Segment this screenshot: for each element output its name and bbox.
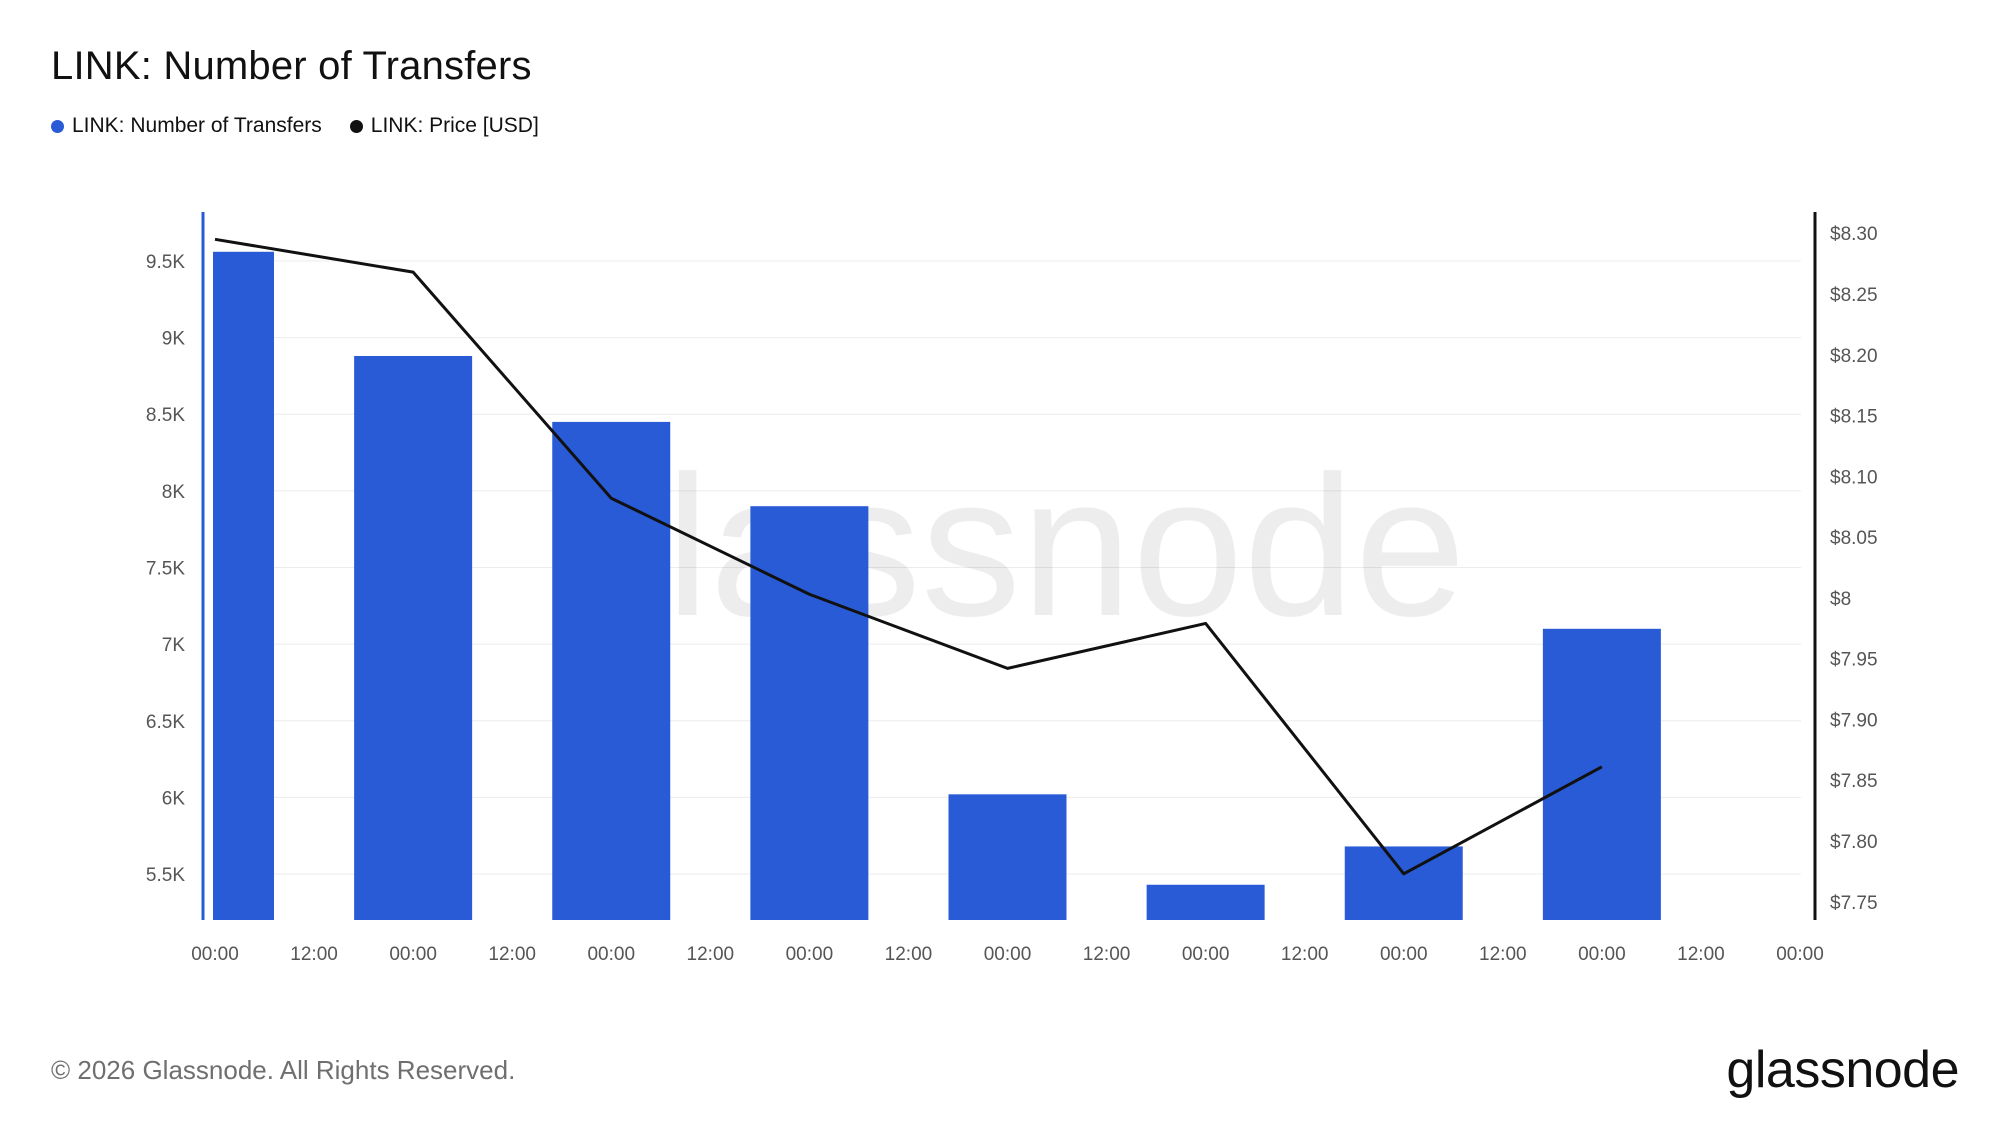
x-tick-label: 12:00 (290, 944, 338, 965)
y-right-tick-label: $8.30 (1830, 224, 1878, 245)
y-right-tick-label: $8 (1830, 589, 1851, 610)
bar (1146, 884, 1265, 920)
x-tick-label: 00:00 (191, 944, 239, 965)
y-right-tick-label: $7.75 (1830, 893, 1878, 914)
bar (354, 356, 473, 920)
x-tick-label: 12:00 (1281, 944, 1329, 965)
y-right-tick-label: $7.95 (1830, 650, 1878, 671)
legend-dot-price-icon (349, 119, 363, 133)
x-tick-label: 12:00 (1479, 944, 1527, 965)
x-tick-label: 00:00 (1182, 944, 1230, 965)
y-right-tick-label: $7.85 (1830, 771, 1878, 792)
chart-title: LINK: Number of Transfers (51, 44, 532, 88)
bar (213, 251, 274, 921)
y-left-tick-label: 7.5K (146, 559, 185, 580)
bar (750, 506, 869, 920)
x-tick-label: 00:00 (1578, 944, 1626, 965)
y-left-tick-label: 9.5K (146, 252, 185, 273)
y-left-tick-label: 5.5K (146, 865, 185, 886)
x-tick-label: 00:00 (786, 944, 834, 965)
copyright-text: © 2026 Glassnode. All Rights Reserved. (51, 1055, 516, 1085)
y-left-tick-label: 6.5K (146, 712, 185, 733)
bar (552, 421, 671, 920)
y-right-tick-label: $8.10 (1830, 467, 1878, 488)
x-tick-label: 12:00 (488, 944, 536, 965)
price-line (214, 237, 1603, 876)
legend-label-transfers: LINK: Number of Transfers (72, 114, 322, 137)
y-left-tick-label: 9K (162, 329, 186, 350)
legend-item-transfers[interactable]: LINK: Number of Transfers (51, 114, 322, 138)
y-right-tick-label: $8.05 (1830, 528, 1878, 549)
axes: 5.5K 6K 6.5K 7K 7.5K 8K 8.5K 9K 9.5K $7.75 $7.80 $7… (146, 212, 1878, 965)
legend-label-price: LINK: Price [USD] (370, 114, 539, 137)
x-tick-label: 00:00 (587, 944, 635, 965)
x-tick-label: 12:00 (1677, 944, 1725, 965)
y-left-tick-label: 8.5K (146, 405, 185, 426)
y-right-tick-label: $8.25 (1830, 285, 1878, 306)
legend-item-price[interactable]: LINK: Price [USD] (349, 114, 539, 138)
x-tick-label: 00:00 (984, 944, 1032, 965)
x-tick-label: 00:00 (1380, 944, 1428, 965)
watermark-logo: glassnode (554, 435, 1466, 658)
y-left-tick-label: 6K (162, 788, 186, 809)
line-series (214, 237, 1603, 876)
bar (948, 794, 1067, 920)
y-left-tick-label: 8K (162, 482, 186, 503)
bar-series (213, 251, 1661, 921)
glassnode-logo[interactable]: glassnode (1726, 1041, 1959, 1099)
y-right-tick-label: $7.80 (1830, 832, 1878, 853)
y-right-tick-label: $8.20 (1830, 346, 1878, 367)
y-right-tick-label: $8.15 (1830, 407, 1878, 428)
bar (1344, 846, 1463, 920)
x-tick-label: 12:00 (687, 944, 735, 965)
y-left-tick-label: 7K (162, 635, 186, 656)
x-tick-label: 00:00 (1776, 944, 1824, 965)
x-tick-label: 12:00 (1083, 944, 1131, 965)
x-tick-label: 00:00 (389, 944, 437, 965)
legend: LINK: Number of Transfers LINK: Price [U… (51, 114, 539, 138)
legend-dot-transfers-icon (51, 119, 64, 133)
x-tick-label: 12:00 (885, 944, 933, 965)
y-right-tick-label: $7.90 (1830, 710, 1878, 731)
bar (1542, 628, 1661, 920)
